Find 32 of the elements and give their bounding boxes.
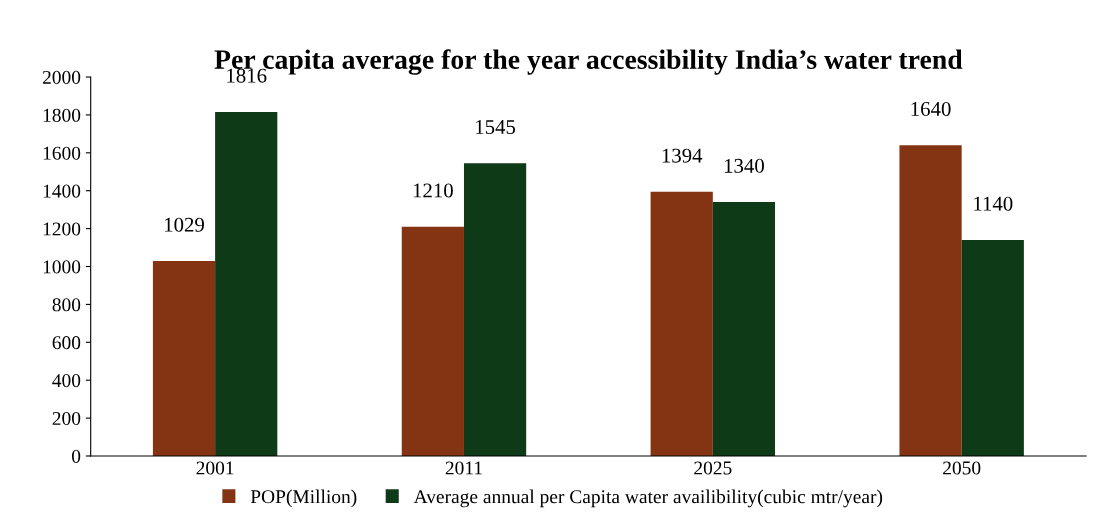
bar [961, 239, 1024, 456]
bar [899, 145, 962, 456]
data-label: 1210 [413, 183, 453, 198]
data-label: 1545 [476, 120, 516, 135]
x-tick-label: 2011 [445, 461, 482, 475]
legend-label: Average annual per Capita water availibility(cubic mtr/year) [413, 489, 883, 508]
bar [152, 261, 216, 456]
data-label: 1140 [974, 196, 1013, 211]
y-tick-label: 1800 [43, 108, 81, 122]
x-tick-label: 2050 [943, 461, 981, 475]
data-label: 1394 [662, 148, 703, 163]
data-label: 1340 [724, 158, 764, 173]
y-tick-label: 0 [71, 449, 81, 463]
y-tick-label: 600 [52, 336, 81, 350]
bar [215, 111, 278, 456]
data-label: 1029 [165, 217, 204, 232]
x-tick-label: 2025 [694, 461, 732, 475]
y-tick-label: 400 [52, 374, 81, 388]
bar [463, 163, 527, 456]
y-tick-label: 1600 [43, 146, 81, 160]
y-tick-label: 2000 [42, 70, 81, 84]
y-tick-label: 1000 [43, 260, 81, 274]
y-tick-label: 200 [52, 411, 81, 426]
x-tick-label: 2001 [196, 461, 234, 475]
bar [650, 191, 713, 456]
legend-label: POP(Million) [250, 489, 357, 508]
y-tick-label: 800 [52, 298, 81, 312]
y-tick-label: 1400 [43, 184, 81, 198]
bar [401, 226, 464, 456]
data-label: 1640 [911, 101, 951, 117]
bar [712, 202, 776, 456]
y-tick-label: 1200 [43, 222, 81, 236]
